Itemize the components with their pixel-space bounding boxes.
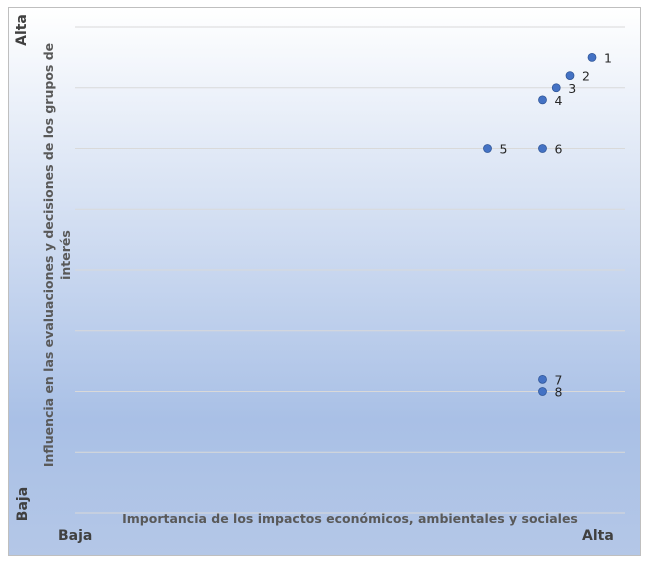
x-axis-high-label: Alta [582, 528, 614, 544]
y-axis-low-label: Baja [15, 486, 32, 522]
data-point-3 [551, 83, 561, 93]
gridlines [75, 26, 625, 514]
y-axis-title-wrap: Influencia en las evaluaciones y decisio… [37, 40, 77, 470]
data-point-6 [538, 144, 547, 153]
data-point-8 [538, 387, 547, 396]
data-label-4: 4 [555, 93, 563, 108]
data-point-5 [483, 144, 492, 153]
x-axis-low-label: Baja [58, 528, 93, 544]
data-label-5: 5 [500, 142, 508, 157]
data-point-4 [538, 95, 547, 105]
data-point-7 [538, 374, 547, 384]
data-label-1: 1 [604, 50, 612, 65]
x-axis-title: Importancia de los impactos económicos, … [122, 511, 578, 526]
data-label-3: 3 [568, 81, 576, 96]
chart-background [9, 8, 640, 555]
data-label-8: 8 [555, 385, 563, 400]
y-axis-title: Influencia en las evaluaciones y decisio… [41, 42, 73, 468]
data-point-1 [587, 53, 597, 62]
data-label-2: 2 [582, 69, 590, 84]
y-axis-high-label: Alta [13, 14, 30, 46]
data-label-6: 6 [555, 142, 563, 157]
data-label-7: 7 [555, 372, 563, 387]
data-point-2 [565, 71, 575, 80]
